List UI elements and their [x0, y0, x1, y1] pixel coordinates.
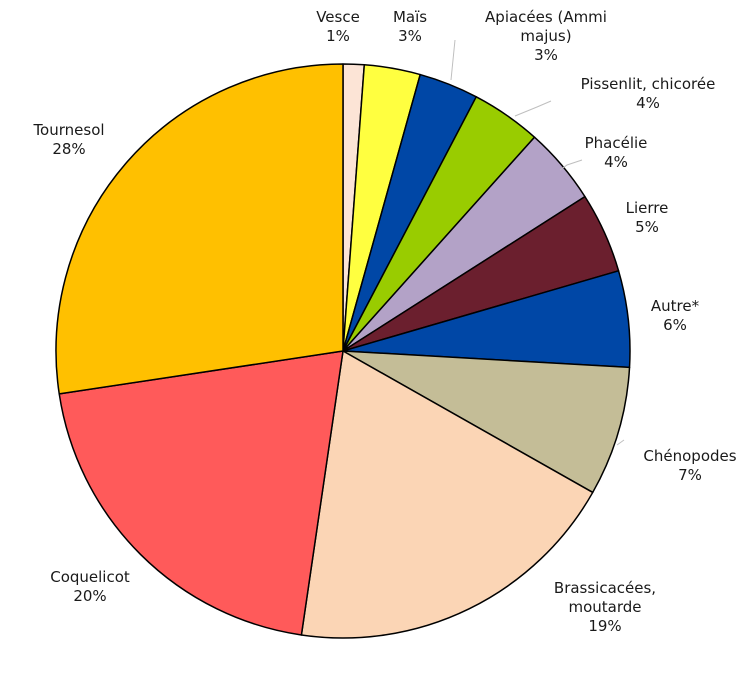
slice-label-9: Coquelicot 20% [50, 568, 130, 605]
slice-percentage: 4% [636, 94, 660, 112]
slice-percentage: 6% [663, 316, 687, 334]
slice-percentage: 3% [534, 46, 558, 64]
slice-label-8: Brassicacées, moutarde 19% [554, 579, 656, 635]
slice-label-text: Brassicacées, [554, 579, 656, 597]
slice-label-10: Tournesol 28% [32, 121, 104, 158]
pie-slice-7 [342, 350, 631, 494]
leader-line-3 [514, 100, 552, 117]
slice-label-text: Phacélie [585, 134, 648, 152]
slice-label-text: majus) [520, 27, 571, 45]
slice-label-text: Tournesol [32, 121, 104, 139]
slice-percentage: 1% [326, 27, 350, 45]
slice-label-text: Pissenlit, chicorée [581, 75, 716, 93]
slice-label-text: Lierre [626, 199, 669, 217]
slice-percentage: 5% [635, 218, 659, 236]
pie-slice-10 [55, 63, 344, 395]
slice-label-text: Chénopodes [643, 447, 736, 465]
leader-line-4 [559, 159, 583, 171]
slice-percentage: 19% [588, 617, 621, 635]
slice-label-6: Autre* 6% [651, 297, 700, 334]
slice-percentage: 4% [604, 153, 628, 171]
leader-line-2 [450, 39, 456, 81]
slice-percentage: 3% [398, 27, 422, 45]
pie-slice-8 [300, 350, 594, 639]
slice-label-5: Lierre 5% [626, 199, 669, 236]
slice-label-text: Vesce [316, 8, 360, 26]
slice-label-text: moutarde [568, 598, 641, 616]
slice-label-text: Coquelicot [50, 568, 130, 586]
slice-label-1: Maïs 3% [393, 8, 427, 45]
slice-label-7: Chénopodes 7% [643, 447, 736, 484]
slice-label-3: Pissenlit, chicorée 4% [581, 75, 716, 112]
slice-label-0: Vesce 1% [316, 8, 360, 45]
pie-slice-9 [58, 350, 344, 636]
slice-percentage: 7% [678, 466, 702, 484]
leader-line-7 [616, 439, 625, 446]
slice-label-text: Maïs [393, 8, 427, 26]
slice-label-2: Apiacées (Ammi majus) 3% [485, 8, 607, 64]
slice-label-4: Phacélie 4% [585, 134, 648, 171]
slice-percentage: 28% [52, 140, 85, 158]
slice-label-text: Autre* [651, 297, 700, 315]
slice-label-text: Apiacées (Ammi [485, 8, 607, 26]
slice-percentage: 20% [73, 587, 106, 605]
